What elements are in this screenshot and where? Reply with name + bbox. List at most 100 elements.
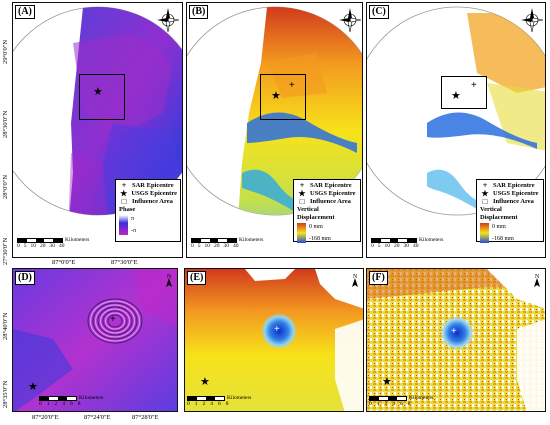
scale-tick: 40 (59, 243, 65, 249)
scale-tick: 0 (191, 243, 194, 249)
lat-label-28: 28°0'0"N (2, 174, 9, 199)
scale-unit: Kilometers (409, 395, 434, 401)
scale-unit: Kilometers (65, 237, 90, 243)
panel-b: (B) ★ + (186, 2, 363, 258)
legend-influence: Influence Area (310, 198, 351, 205)
lat-label-29: 29°0'0"N (2, 39, 9, 64)
scale-tick: 10 (204, 243, 211, 249)
panel-c-label: (C) (369, 5, 389, 19)
scale-tick: 1 (194, 401, 198, 407)
lat-label-28-40: 28°40'0"N (2, 312, 9, 340)
lon-label-87-28: 87°28'0"E (132, 414, 159, 421)
sar-epicentre-icon: + (482, 181, 488, 190)
scale-tick: 0 (187, 401, 190, 407)
scale-tick: 4 (62, 401, 65, 407)
usgs-star-icon: ★ (298, 189, 306, 198)
scale-tick: 10 (384, 243, 391, 249)
panel-a: (A) ★ (12, 2, 183, 258)
panel-e-scale: Kilometers 0 1 2 4 6 8 (187, 395, 251, 407)
panel-b-sar-plus: + (289, 80, 295, 91)
scale-tick: 2 (54, 401, 58, 407)
influence-area-icon: □ (299, 197, 305, 206)
panel-b-scale: Kilometers 0 5 10 20 30 40 (191, 237, 263, 249)
phase-ramp (119, 215, 128, 235)
scale-tick: 5 (377, 243, 381, 249)
scale-tick: 40 (413, 243, 419, 249)
panel-c-sar-plus: + (471, 80, 477, 91)
panel-d-usgs-star: ★ (28, 381, 38, 393)
lon-label-87-30: 87°30'0"E (111, 259, 138, 266)
vd-min: -168 mm (309, 236, 331, 242)
lon-label-87: 87°0'0"E (52, 259, 76, 266)
scale-tick: 20 (40, 243, 46, 249)
panel-f-usgs-star: ★ (382, 376, 392, 388)
panel-f-sar-plus: + (451, 326, 457, 337)
usgs-star-icon: ★ (120, 189, 128, 198)
phase-max: π (131, 216, 135, 222)
panel-c-map (367, 6, 545, 216)
panel-b-zoom-box (260, 74, 306, 120)
panel-c: (C) ★ + + SAR Epicentre ★ USG (366, 2, 546, 258)
panel-d: (D) (12, 268, 178, 412)
scale-tick: 6 (218, 401, 221, 407)
svg-text:N: N (535, 274, 540, 280)
panel-c-zoom-box (441, 76, 487, 109)
sar-epicentre-icon: + (121, 181, 127, 190)
legend-sar: SAR Epicentre (132, 182, 174, 189)
scale-unit: Kilometers (227, 395, 252, 401)
lon-label-87-20: 87°20'0"E (32, 414, 59, 421)
panel-a-legend: + SAR Epicentre ★ USGS Epicentre □ Influenc… (115, 179, 181, 242)
phase-min: -π (131, 228, 137, 234)
svg-text:N: N (353, 274, 358, 280)
panel-c-legend: + SAR Epicentre ★ USGS Epicentre □ Influenc… (476, 179, 544, 243)
legend-vd-title: Vertical Displacement (297, 206, 335, 221)
lon-label-87-24: 87°24'0"E (84, 414, 111, 421)
panel-d-scale: Kilometers 0 1 2 4 6 8 (39, 395, 103, 407)
scale-tick: 2 (384, 401, 388, 407)
scale-tick: 4 (392, 401, 395, 407)
influence-area-icon: □ (121, 197, 127, 206)
panel-f-label: (F) (369, 271, 388, 285)
legend-influence: Influence Area (132, 198, 173, 205)
scale-unit: Kilometers (79, 395, 104, 401)
scale-tick: 6 (400, 401, 403, 407)
panel-f-map (367, 269, 545, 411)
panel-e-usgs-star: ★ (200, 376, 210, 388)
legend-influence: Influence Area (493, 198, 534, 205)
svg-text:N: N (167, 274, 172, 280)
scale-tick: 2 (202, 401, 206, 407)
vd-ramp (480, 223, 489, 243)
lat-label-28-35: 28°35'0"N (2, 380, 9, 408)
legend-sar: SAR Epicentre (310, 182, 352, 189)
panel-a-zoom-box (79, 74, 125, 120)
scale-tick: 5 (197, 243, 201, 249)
legend-phase-title: Phase (119, 206, 136, 213)
scale-tick: 8 (407, 401, 411, 407)
scale-tick: 30 (223, 243, 230, 249)
scale-tick: 0 (371, 243, 374, 249)
panel-d-map (13, 269, 177, 411)
panel-a-usgs-star: ★ (93, 86, 103, 98)
panel-d-sar-plus: + (110, 314, 116, 325)
panel-b-legend: + SAR Epicentre ★ USGS Epicentre □ Influenc… (293, 179, 361, 243)
scale-tick: 5 (23, 243, 27, 249)
panel-b-usgs-star: ★ (271, 90, 281, 102)
legend-sar: SAR Epicentre (493, 182, 535, 189)
panel-e-sar-plus: + (274, 324, 280, 335)
panel-a-map (13, 6, 182, 216)
panel-d-label: (D) (15, 271, 35, 285)
scale-tick: 1 (376, 401, 380, 407)
panel-c-scale: Kilometers 0 5 10 20 30 40 (371, 237, 443, 249)
vd-ramp (297, 223, 306, 243)
panel-f-scale: Kilometers 0 1 2 4 6 8 (369, 395, 433, 407)
scale-tick: 20 (214, 243, 220, 249)
scale-tick: 30 (49, 243, 56, 249)
sar-epicentre-icon: + (299, 181, 305, 190)
vd-max: 0 mm (492, 224, 506, 230)
legend-usgs: USGS Epicentre (131, 190, 177, 197)
panel-e-map (185, 269, 363, 411)
scale-tick: 8 (77, 401, 81, 407)
panel-e-label: (E) (187, 271, 207, 285)
usgs-star-icon: ★ (481, 189, 489, 198)
